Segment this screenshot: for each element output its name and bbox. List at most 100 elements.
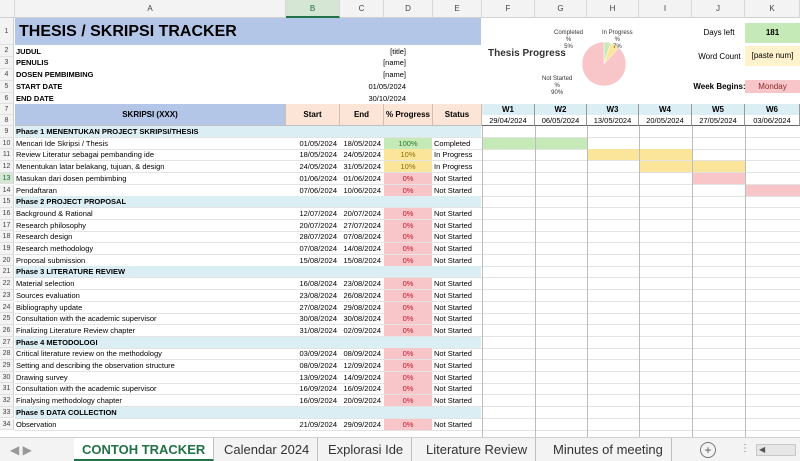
tab-contoh-tracker[interactable]: CONTOH TRACKER (74, 438, 215, 461)
task-start-date[interactable]: 01/06/2024 (299, 173, 337, 183)
task-status[interactable]: Not Started (434, 173, 472, 183)
column-header-i[interactable]: I (639, 0, 692, 18)
task-end-date[interactable]: 08/09/2024 (343, 349, 381, 359)
task-start-date[interactable]: 12/07/2024 (299, 208, 337, 218)
column-header-j[interactable]: J (692, 0, 745, 18)
task-status[interactable]: Not Started (434, 255, 472, 265)
dosen-value[interactable]: [name] (383, 70, 406, 79)
row-header-24[interactable]: 24 (0, 301, 14, 314)
task-start-date[interactable]: 27/08/2024 (299, 302, 337, 312)
task-progress[interactable]: 100% (384, 137, 432, 149)
task-end-date[interactable]: 15/08/2024 (343, 255, 381, 265)
task-end-date[interactable]: 29/08/2024 (343, 302, 381, 312)
task-status[interactable]: Not Started (434, 384, 472, 394)
row-header-8[interactable]: 8 (0, 115, 14, 126)
task-end-date[interactable]: 23/08/2024 (343, 279, 381, 289)
task-end-date[interactable]: 18/05/2024 (343, 138, 381, 148)
end-date-value[interactable]: 30/10/2024 (368, 94, 406, 103)
task-end-date[interactable]: 26/08/2024 (343, 290, 381, 300)
row-header-30[interactable]: 30 (0, 371, 14, 384)
row-header-19[interactable]: 19 (0, 243, 14, 255)
task-end-date[interactable]: 16/09/2024 (343, 384, 381, 394)
task-status[interactable]: Not Started (434, 419, 472, 429)
task-name[interactable]: Masukan dari dosen pembimbing (16, 173, 127, 183)
start-date-value[interactable]: 01/05/2024 (368, 82, 406, 91)
task-name[interactable]: Pendaftaran (16, 185, 57, 195)
task-start-date[interactable]: 31/08/2024 (299, 325, 337, 335)
task-status[interactable]: In Progress (434, 150, 473, 160)
column-header-b[interactable]: B (286, 0, 340, 18)
row-header-21[interactable]: 21 (0, 266, 14, 279)
task-status[interactable]: Not Started (434, 302, 472, 312)
task-start-date[interactable]: 01/05/2024 (299, 138, 337, 148)
task-name[interactable]: Finalizing Literature Review chapter (16, 325, 136, 335)
tab-more-icon[interactable]: ⋮ (740, 443, 750, 454)
task-progress[interactable]: 0% (384, 207, 432, 219)
task-start-date[interactable]: 16/09/2024 (299, 396, 337, 406)
column-header-a[interactable]: A (15, 0, 286, 18)
row-header-13[interactable]: 13 (0, 172, 14, 185)
task-progress[interactable]: 0% (384, 289, 432, 301)
row-header-34[interactable]: 34 (0, 418, 14, 431)
task-end-date[interactable]: 31/05/2024 (343, 162, 381, 172)
task-status[interactable]: Not Started (434, 396, 472, 406)
row-header-16[interactable]: 16 (0, 207, 14, 220)
task-status[interactable]: Not Started (434, 208, 472, 218)
column-header-c[interactable]: C (340, 0, 384, 18)
row-header-17[interactable]: 17 (0, 219, 14, 232)
row-header-33[interactable]: 33 (0, 406, 14, 419)
task-name[interactable]: Sources evaluation (16, 290, 80, 300)
task-status[interactable]: Completed (434, 138, 471, 148)
task-start-date[interactable]: 23/08/2024 (299, 290, 337, 300)
task-progress[interactable]: 10% (384, 149, 432, 161)
task-start-date[interactable]: 08/09/2024 (299, 361, 337, 370)
row-header-4[interactable]: 4 (0, 69, 14, 81)
row-header-6[interactable]: 6 (0, 93, 14, 104)
task-status[interactable]: Not Started (434, 372, 472, 382)
task-start-date[interactable]: 18/05/2024 (299, 150, 337, 160)
task-end-date[interactable]: 30/08/2024 (343, 314, 381, 324)
task-status[interactable]: Not Started (434, 185, 472, 195)
task-progress[interactable]: 0% (384, 348, 432, 360)
row-header-12[interactable]: 12 (0, 161, 14, 173)
task-end-date[interactable]: 01/06/2024 (343, 173, 381, 183)
task-name[interactable]: Research methodology (16, 244, 94, 253)
task-end-date[interactable]: 12/09/2024 (343, 361, 381, 370)
task-progress[interactable]: 0% (384, 231, 432, 243)
column-header-f[interactable]: F (482, 0, 535, 18)
row-header-25[interactable]: 25 (0, 313, 14, 325)
task-progress[interactable]: 0% (384, 324, 432, 336)
task-start-date[interactable]: 20/07/2024 (299, 220, 337, 230)
task-status[interactable]: Not Started (434, 290, 472, 300)
row-header-1[interactable]: 1 (0, 18, 14, 45)
row-header-3[interactable]: 3 (0, 57, 14, 69)
row-header-5[interactable]: 5 (0, 81, 14, 93)
row-header-20[interactable]: 20 (0, 254, 14, 267)
select-all-corner[interactable] (0, 0, 15, 18)
column-header-g[interactable]: G (535, 0, 587, 18)
task-status[interactable]: Not Started (434, 232, 472, 242)
task-status[interactable]: Not Started (434, 325, 472, 335)
judul-value[interactable]: [title] (390, 47, 406, 56)
row-header-32[interactable]: 32 (0, 395, 14, 407)
task-name[interactable]: Material selection (16, 279, 75, 289)
task-end-date[interactable]: 14/09/2024 (343, 372, 381, 382)
task-start-date[interactable]: 28/07/2024 (299, 232, 337, 242)
task-progress[interactable]: 0% (384, 360, 432, 371)
task-progress[interactable]: 0% (384, 243, 432, 254)
task-name[interactable]: Menentukan latar belakang, tujuan, & des… (16, 162, 165, 172)
task-name[interactable]: Bibliography update (16, 302, 83, 312)
task-start-date[interactable]: 30/08/2024 (299, 314, 337, 324)
task-end-date[interactable]: 24/05/2024 (343, 150, 381, 160)
horizontal-scrollbar[interactable]: ◀ (756, 444, 796, 456)
task-start-date[interactable]: 07/06/2024 (299, 185, 337, 195)
penulis-value[interactable]: [name] (383, 58, 406, 67)
task-start-date[interactable]: 15/08/2024 (299, 255, 337, 265)
task-end-date[interactable]: 07/08/2024 (343, 232, 381, 242)
task-progress[interactable]: 0% (384, 395, 432, 407)
word-count-value[interactable]: [paste num] (745, 46, 800, 66)
column-header-h[interactable]: H (587, 0, 639, 18)
task-name[interactable]: Observation (16, 419, 57, 429)
row-header-18[interactable]: 18 (0, 231, 14, 243)
task-end-date[interactable]: 20/09/2024 (343, 396, 381, 406)
